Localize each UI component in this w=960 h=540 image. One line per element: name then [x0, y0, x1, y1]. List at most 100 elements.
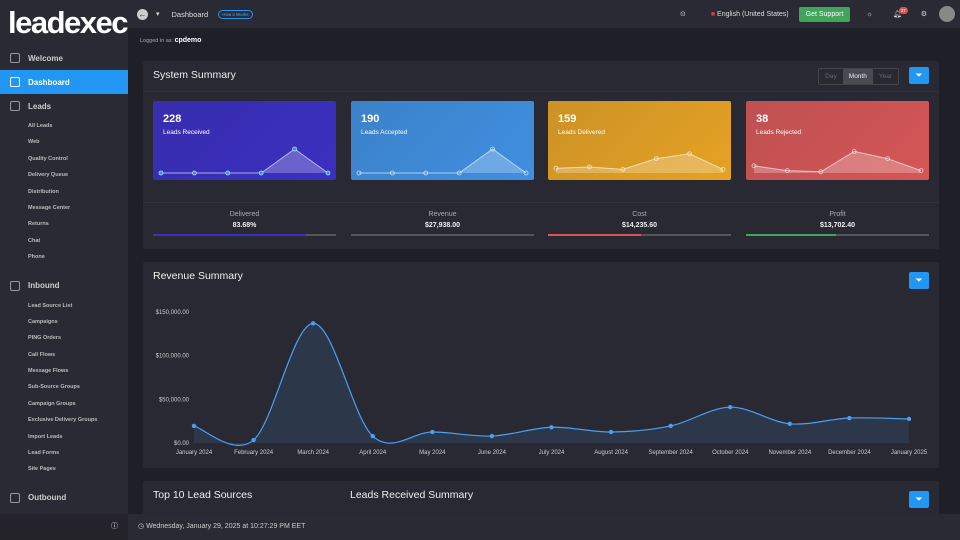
sidebar-subitem[interactable]: Campaign Groups — [28, 400, 76, 407]
sparkline-point — [620, 166, 626, 172]
sidebar-subitem[interactable]: All Leads — [28, 123, 53, 129]
x-tick-label: June 2024 — [478, 450, 507, 456]
sidebar: leadexec Welcome Dashboard Leads All Leads W… — [0, 0, 129, 540]
data-point — [191, 423, 197, 429]
period-month[interactable]: Month — [842, 69, 873, 84]
stat-revenue: Revenue $27,938.00 — [351, 211, 534, 236]
sidebar-item-welcome[interactable]: Welcome — [0, 46, 128, 70]
get-support-button[interactable]: Get Support — [798, 6, 851, 22]
sidebar-item-dashboard[interactable]: Dashboard — [0, 70, 128, 94]
sidebar-subitem[interactable]: Lead Forms — [28, 450, 60, 457]
sparkline-point — [423, 170, 429, 176]
leads-icon — [10, 101, 20, 111]
sidebar-subitem[interactable]: Web — [28, 139, 40, 146]
stat-delivered: Delivered 83.68% — [153, 211, 336, 236]
sidebar-subitem[interactable]: Delivery Queue — [28, 172, 69, 179]
system-summary-title: System Summary — [153, 69, 236, 81]
filter-button[interactable]: ⏷ — [909, 272, 929, 289]
sidebar-subitem[interactable]: Chat — [28, 237, 41, 244]
card-label: Leads Accepted — [361, 129, 408, 136]
clock-icon: ◷ — [138, 523, 145, 530]
data-point — [251, 437, 256, 443]
sidebar-item-inbound[interactable]: Inbound — [0, 274, 128, 298]
login-user: cpdemo — [174, 37, 202, 44]
sidebar-subitem[interactable]: Lead Source List — [28, 302, 73, 309]
info-icon[interactable]: ⓘ — [0, 514, 128, 540]
sidebar-subitem[interactable]: Sub-Source Groups — [28, 384, 80, 391]
sidebar-subitem[interactable]: Message Center — [28, 204, 71, 211]
filter-button[interactable]: ⏷ — [909, 491, 929, 508]
sidebar-subitem[interactable]: Exclusive Delivery Groups — [28, 417, 98, 424]
stat-card[interactable]: 38 Leads Rejected — [746, 101, 929, 180]
inbound-icon — [10, 280, 20, 291]
stat-card[interactable]: 190 Leads Accepted — [351, 101, 534, 180]
sidebar-item-leads[interactable]: Leads — [0, 94, 128, 118]
footer: ◷ Wednesday, January 29, 2025 at 10:27:2… — [128, 514, 960, 540]
progress-bar — [351, 234, 534, 236]
x-tick-label: September 2024 — [648, 450, 693, 456]
gear-icon[interactable]: ⚙ — [920, 11, 927, 18]
leads-received-summary-title: Leads Received Summary — [350, 489, 474, 501]
sparkline-point — [356, 170, 362, 176]
get-support-label: Get Support — [805, 10, 844, 18]
revenue-summary-panel: $0.00 $50,000.00 $100,000.00 $150,000.00 Jan… — [143, 262, 939, 468]
topbar: ← ▾ Dashboard How it Works ⊙ ■ English (… — [128, 0, 960, 28]
filter-button[interactable]: ⏷ — [909, 67, 929, 84]
sparkline-point — [490, 146, 496, 152]
sparkline — [553, 151, 726, 173]
sparkline-area — [754, 151, 921, 173]
x-tick-label: January 2024 — [176, 450, 213, 456]
card-label: Leads Delivered — [558, 129, 605, 136]
sidebar-subitem[interactable]: Campaigns — [28, 318, 58, 325]
bell-icon[interactable]: 🔔︎ — [892, 11, 902, 18]
progress-bar — [548, 234, 731, 236]
avatar[interactable] — [939, 6, 955, 22]
sidebar-subitem[interactable]: Returns — [28, 221, 49, 228]
sidebar-subitem[interactable]: Message Flows — [28, 368, 69, 375]
stat-profit: Profit $13,702.40 — [746, 211, 929, 236]
sidebar-subitem[interactable]: Import Leads — [28, 433, 63, 440]
dropdown-icon[interactable]: ▾ — [156, 11, 160, 18]
revenue-line — [193, 322, 910, 447]
revenue-area — [194, 323, 909, 446]
y-tick-label: $50,000.00 — [159, 397, 190, 403]
x-tick-label: October 2024 — [712, 450, 749, 456]
clock-icon[interactable]: ⊙ — [679, 11, 686, 18]
x-tick-label: July 2024 — [539, 450, 565, 456]
data-point — [847, 415, 852, 421]
sidebar-item-outbound[interactable]: Outbound — [0, 486, 128, 510]
sidebar-subitem[interactable]: Call Flows — [28, 351, 56, 358]
stat-title: Profit — [829, 211, 846, 218]
stat-card[interactable]: 228 Leads Received — [153, 101, 336, 180]
sparkline-point — [192, 170, 197, 176]
data-point — [787, 421, 793, 426]
sparkline-line — [753, 150, 922, 173]
sidebar-subitem[interactable]: PING Orders — [28, 335, 62, 342]
period-day[interactable]: Day — [825, 73, 837, 80]
period-toggle: Day Month Year — [818, 68, 899, 85]
sidebar-subitem[interactable]: Distribution — [28, 188, 59, 195]
sparkline — [158, 146, 331, 176]
x-tick-label: August 2024 — [594, 450, 628, 456]
sparkline-point — [751, 163, 757, 169]
login-label: Logged in as: — [140, 38, 174, 44]
revenue-chart: $0.00 $50,000.00 $100,000.00 $150,000.00 Jan… — [156, 310, 928, 456]
stat-card[interactable]: 159 Leads Delivered — [548, 101, 731, 180]
data-point — [906, 416, 912, 422]
sparkline-point — [158, 170, 164, 176]
top-lead-sources-title: Top 10 Lead Sources — [153, 489, 253, 501]
how-it-works-button[interactable]: How it Works — [218, 9, 253, 19]
period-year[interactable]: Year — [878, 73, 892, 80]
card-value: 38 — [756, 113, 769, 125]
sidebar-subitem[interactable]: Quality Control — [28, 155, 68, 162]
data-point — [549, 425, 554, 430]
sparkline-point — [523, 170, 529, 176]
card-label: Leads Rejected — [756, 129, 802, 136]
sidebar-subitem[interactable]: Site Pages — [28, 466, 56, 473]
sparkline-line — [161, 148, 329, 174]
sidebar-subitem[interactable]: Phone — [28, 254, 45, 261]
y-tick-label: $0.00 — [174, 441, 190, 447]
language-select[interactable]: English (United States) — [717, 10, 789, 18]
back-icon[interactable]: ← — [137, 8, 148, 20]
theme-icon[interactable]: ☼ — [866, 10, 873, 18]
